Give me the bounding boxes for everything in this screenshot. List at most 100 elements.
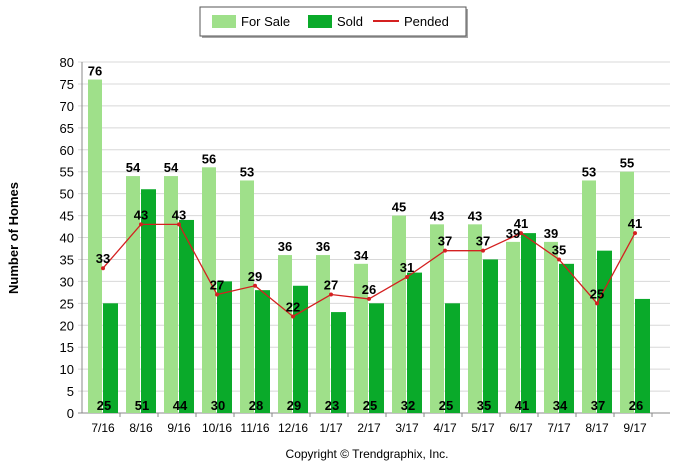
label-sold: 29 <box>287 398 301 413</box>
x-tick-label: 10/16 <box>202 421 232 435</box>
bar-sold <box>559 263 574 413</box>
label-pended: 29 <box>248 269 262 284</box>
bar-sold <box>597 250 612 413</box>
label-pended: 37 <box>438 234 452 249</box>
bar-sold <box>217 281 232 413</box>
y-tick-label: 60 <box>60 143 74 158</box>
y-axis-title: Number of Homes <box>6 182 21 294</box>
label-sold: 25 <box>97 398 111 413</box>
y-tick-label: 45 <box>60 209 74 224</box>
x-tick-label: 7/17 <box>547 421 571 435</box>
y-tick-label: 10 <box>60 362 74 377</box>
y-tick-label: 15 <box>60 340 74 355</box>
label-pended: 43 <box>134 207 148 222</box>
label-sold: 34 <box>553 398 568 413</box>
bar-sold <box>407 272 422 413</box>
bar-sold <box>331 312 346 413</box>
bar-for-sale <box>468 224 482 413</box>
x-tick-label: 1/17 <box>319 421 343 435</box>
y-tick-label: 50 <box>60 187 74 202</box>
pended-point <box>367 296 371 301</box>
label-pended: 33 <box>96 251 110 266</box>
label-sold: 51 <box>135 398 149 413</box>
x-tick-label: 6/17 <box>509 421 533 435</box>
pended-point <box>139 222 143 227</box>
legend-swatch <box>212 15 236 28</box>
bar-sold <box>293 285 308 413</box>
bar-for-sale <box>316 255 330 413</box>
pended-line <box>101 222 637 319</box>
bar-for-sale <box>278 255 292 413</box>
bar-sold <box>483 259 498 413</box>
legend: For Sale Sold Pended <box>199 6 468 38</box>
label-pended: 35 <box>552 242 566 257</box>
bar-for-sale <box>544 241 558 413</box>
y-tick-label: 65 <box>60 121 74 136</box>
bar-for-sale <box>202 167 216 413</box>
y-tick-label: 30 <box>60 274 74 289</box>
y-tick-label: 75 <box>60 77 74 92</box>
pended-point <box>595 301 599 306</box>
x-tick-label: 3/17 <box>395 421 419 435</box>
label-sold: 32 <box>401 398 415 413</box>
pended-point <box>481 248 485 253</box>
x-tick-label: 9/17 <box>623 421 647 435</box>
label-sold: 26 <box>629 398 643 413</box>
bar-sold <box>521 233 536 413</box>
pended-point <box>215 292 219 297</box>
pended-point <box>329 292 333 297</box>
bar-sold <box>255 290 270 413</box>
pended-point <box>253 283 257 288</box>
label-sold: 35 <box>477 398 491 413</box>
legend-box <box>199 6 467 37</box>
x-tick-label: 12/16 <box>278 421 308 435</box>
label-for-sale: 55 <box>620 156 634 171</box>
bar-for-sale <box>430 224 444 413</box>
pended-point <box>101 266 105 271</box>
y-tick-label: 55 <box>60 165 74 180</box>
pended-point <box>405 274 409 279</box>
x-tick-label: 11/16 <box>240 421 269 435</box>
label-for-sale: 54 <box>164 160 179 175</box>
label-pended: 27 <box>324 278 338 293</box>
label-sold: 23 <box>325 398 339 413</box>
bar-for-sale <box>392 215 406 413</box>
x-tick-label: 2/17 <box>357 421 381 435</box>
x-tick-label: 9/16 <box>167 421 191 435</box>
label-for-sale: 43 <box>468 208 482 223</box>
label-for-sale: 36 <box>316 239 330 254</box>
bar-sold <box>103 303 118 413</box>
x-tick-label: 8/17 <box>585 421 609 435</box>
label-for-sale: 45 <box>392 200 406 215</box>
label-for-sale: 56 <box>202 151 216 166</box>
y-tick-label: 25 <box>60 296 74 311</box>
bar-sold <box>369 303 384 413</box>
pended-point <box>633 231 637 236</box>
label-sold: 41 <box>515 398 529 413</box>
x-tick-label: 7/16 <box>91 421 115 435</box>
pended-point <box>291 314 295 319</box>
label-for-sale: 43 <box>430 208 444 223</box>
bar-for-sale <box>582 180 596 413</box>
y-tick-label: 70 <box>60 99 74 114</box>
label-for-sale: 76 <box>88 64 102 79</box>
label-sold: 37 <box>591 398 605 413</box>
bar-sold <box>635 298 650 413</box>
legend-label: Pended <box>404 14 449 29</box>
label-for-sale: 36 <box>278 239 292 254</box>
x-tick-label: 5/17 <box>471 421 495 435</box>
label-for-sale: 34 <box>354 248 369 263</box>
label-pended: 41 <box>514 216 528 231</box>
legend-swatch <box>308 15 332 28</box>
y-tick-label: 35 <box>60 252 74 267</box>
y-tick-label: 80 <box>60 55 74 70</box>
label-sold: 30 <box>211 398 225 413</box>
label-pended: 25 <box>590 286 604 301</box>
label-for-sale: 39 <box>544 226 558 241</box>
bar-for-sale <box>88 79 102 414</box>
label-sold: 28 <box>249 398 263 413</box>
label-for-sale: 53 <box>582 164 596 179</box>
bar-sold <box>141 189 156 413</box>
label-pended: 26 <box>362 282 376 297</box>
